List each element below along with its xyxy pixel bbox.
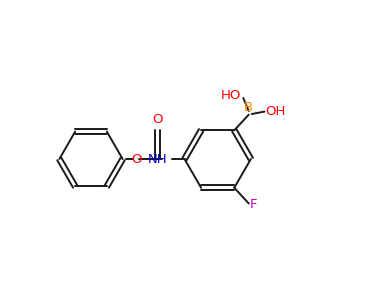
Text: B: B [244,101,253,114]
Text: OH: OH [265,105,286,118]
Text: O: O [131,152,142,165]
Text: NH: NH [148,152,167,165]
Text: HO: HO [221,88,241,102]
Text: F: F [250,198,257,211]
Text: O: O [152,113,163,126]
